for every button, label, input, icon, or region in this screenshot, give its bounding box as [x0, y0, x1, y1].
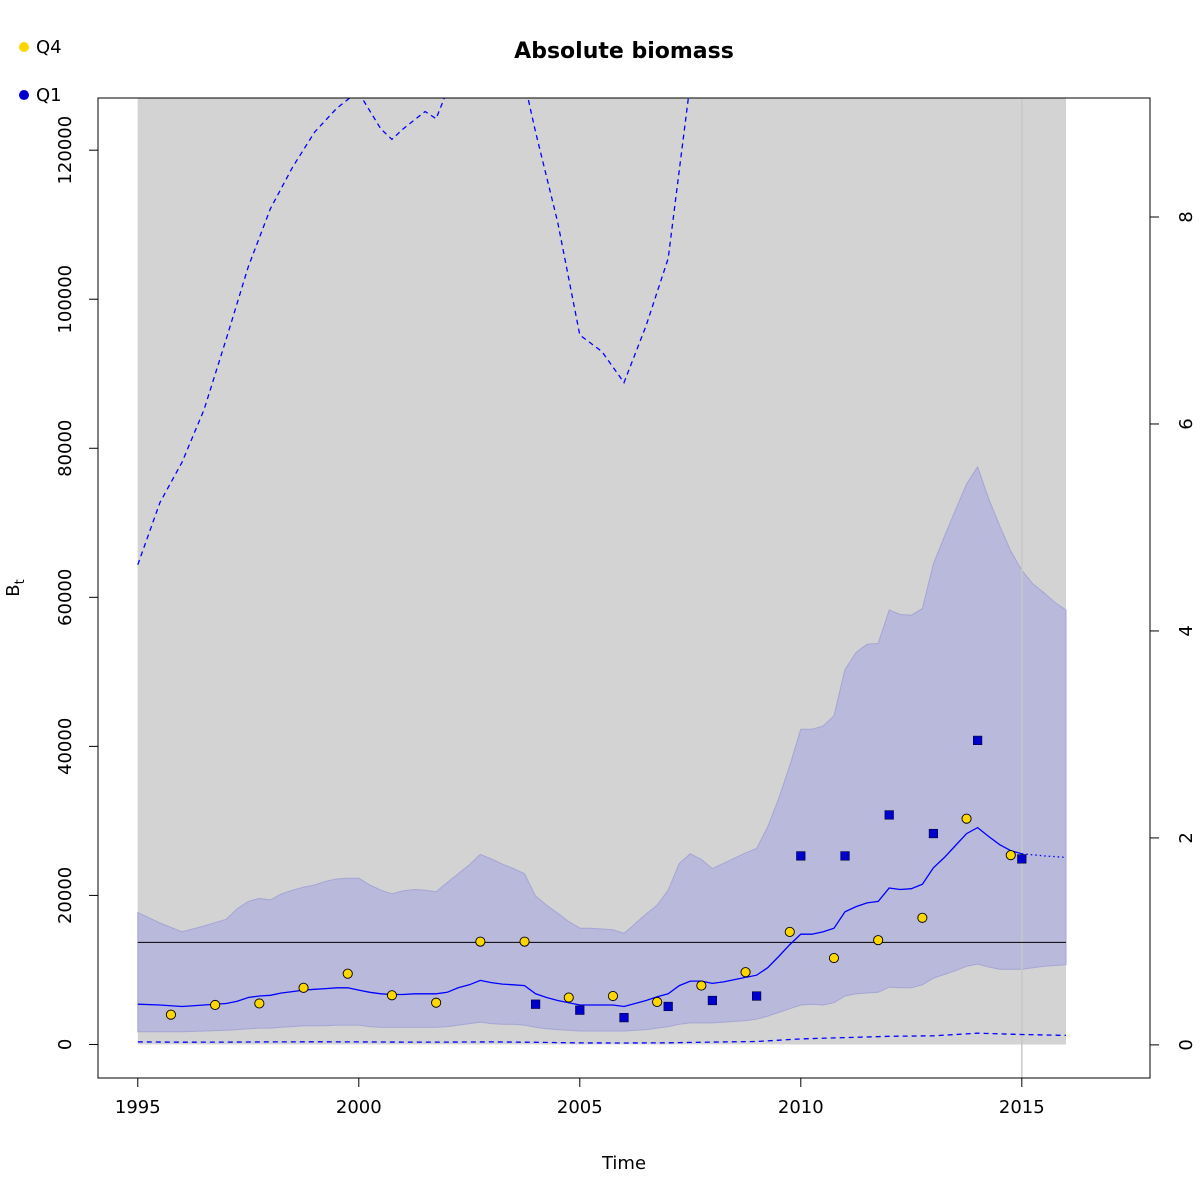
- point-q1: [840, 851, 850, 861]
- x-tick-label: 2010: [778, 1097, 824, 1118]
- point-q1: [884, 810, 894, 820]
- x-tick-label: 1995: [115, 1097, 161, 1118]
- point-q4: [342, 968, 353, 979]
- legend-marker-q1: [19, 90, 29, 100]
- y-tick-label: 60000: [55, 569, 76, 626]
- y-tick-label: 20000: [55, 867, 76, 924]
- point-q1: [1017, 854, 1027, 864]
- legend-label-q4: Q4: [36, 37, 62, 58]
- lower-dashed-line: [137, 1032, 1067, 1044]
- point-q1: [663, 1001, 673, 1012]
- y-axis-label-subscript: t: [13, 579, 28, 584]
- point-q4: [254, 998, 265, 1009]
- plot-frame: [97, 97, 1151, 1079]
- x-tick-label: 2000: [336, 1097, 382, 1118]
- point-q4: [784, 926, 795, 937]
- point-q4: [298, 982, 309, 993]
- point-q1: [575, 1005, 585, 1015]
- y2-tick-label: 0: [1176, 1039, 1197, 1050]
- y-tick-label: 0: [55, 1039, 76, 1050]
- point-q4: [1005, 850, 1016, 861]
- legend-label-q1: Q1: [36, 85, 62, 106]
- point-q1: [530, 999, 541, 1009]
- plot-area: [137, 98, 1067, 1078]
- y2-tick-label: 8: [1176, 211, 1197, 222]
- x-axis-label: Time: [601, 1153, 646, 1174]
- upper-dashed-line-2: [361, 98, 446, 141]
- point-q4: [563, 992, 574, 1003]
- point-q4: [652, 996, 663, 1008]
- y2-tick-label: 2: [1176, 832, 1197, 843]
- y-tick-label: 80000: [55, 420, 76, 477]
- point-q4: [828, 952, 840, 964]
- point-q4: [696, 980, 707, 991]
- point-q4: [386, 990, 397, 1001]
- y2-tick-label: 6: [1176, 418, 1197, 429]
- legend-marker-q4: [19, 42, 29, 52]
- y-tick-label: 40000: [55, 718, 76, 775]
- point-q4: [607, 990, 618, 1002]
- point-q1: [707, 995, 718, 1006]
- y-axis-label-main: B: [3, 584, 24, 596]
- confidence-band: [137, 465, 1067, 1033]
- axes: 1995 2000 2005 2010 2015 0 20000 40000 60000 8000…: [55, 116, 1197, 1118]
- projection-line: [1021, 853, 1067, 859]
- estimate-line: [137, 826, 1022, 1008]
- point-q1: [752, 991, 762, 1001]
- point-q1: [619, 1013, 629, 1023]
- upper-dashed-line-3: [527, 98, 690, 384]
- legend: Q4 Q1: [19, 37, 62, 106]
- point-q4: [917, 912, 928, 923]
- x-tick-label: 2005: [557, 1097, 603, 1118]
- y-tick-label: 100000: [55, 265, 76, 334]
- point-q1: [928, 828, 939, 839]
- point-q4: [740, 967, 751, 978]
- y-tick-label: 120000: [55, 116, 76, 185]
- point-q4: [431, 997, 442, 1008]
- plot-content: [137, 98, 1067, 1078]
- x-tick-label: 2015: [999, 1097, 1045, 1118]
- point-q4: [961, 813, 972, 824]
- point-q1: [973, 735, 983, 746]
- point-q1: [796, 851, 806, 861]
- chart-title: Absolute biomass: [514, 39, 734, 64]
- point-q4: [475, 936, 486, 947]
- y2-tick-label: 4: [1176, 625, 1197, 636]
- upper-dashed-line-1: [137, 98, 351, 565]
- point-q4: [210, 999, 221, 1011]
- point-q4: [165, 1009, 176, 1020]
- point-q4: [519, 936, 530, 947]
- y-axis-label: Bt: [3, 579, 28, 596]
- point-q4: [873, 935, 884, 946]
